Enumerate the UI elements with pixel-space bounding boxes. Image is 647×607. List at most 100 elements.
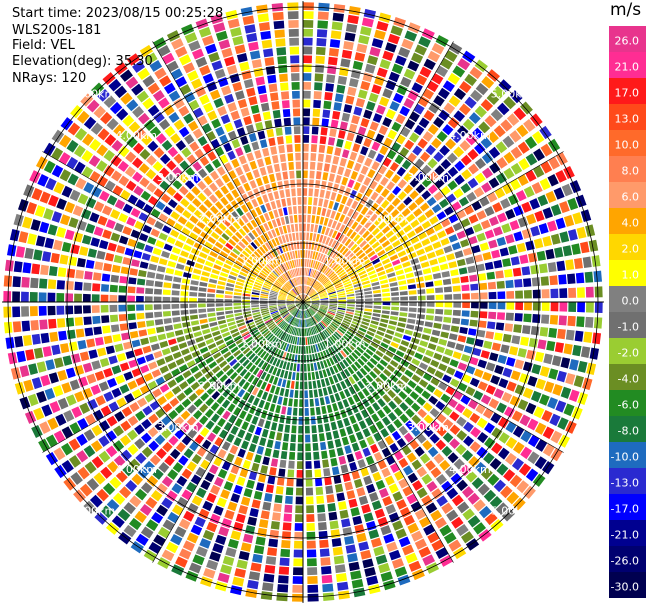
velocity-gate [346,252,354,260]
velocity-gate [442,432,454,443]
velocity-gate [161,497,173,509]
velocity-gate [114,199,126,210]
velocity-gate [534,422,547,435]
velocity-gate [254,426,262,436]
velocity-gate [366,575,379,586]
velocity-gate [357,126,367,136]
velocity-gate [299,328,302,337]
velocity-gate [105,345,115,355]
velocity-gate [289,270,294,278]
velocity-gate [103,367,113,378]
velocity-gate [511,335,521,345]
velocity-gate [363,137,372,148]
velocity-gate [282,286,290,292]
velocity-gate [316,324,322,332]
velocity-gate [379,59,391,70]
velocity-gate [86,338,96,348]
velocity-gate [217,280,226,286]
velocity-gate [192,198,202,208]
velocity-gate [207,110,218,121]
velocity-gate [343,317,352,323]
velocity-gate [330,421,338,431]
velocity-gate [366,129,376,140]
velocity-gate [226,433,235,443]
velocity-gate [550,302,559,312]
velocity-gate [308,277,312,286]
velocity-gate [253,251,261,259]
velocity-gate [213,97,224,108]
velocity-gate [571,243,581,255]
velocity-gate [30,277,39,289]
velocity-gate [317,323,324,331]
velocity-gate [333,202,340,211]
velocity-gate [192,161,203,172]
velocity-gate [210,326,219,332]
velocity-gate [195,56,208,68]
velocity-gate [284,388,290,397]
velocity-gate [363,8,377,19]
velocity-gate [493,388,505,399]
velocity-gate [398,478,409,489]
velocity-gate [33,249,43,261]
velocity-gate [31,377,43,390]
velocity-gate [182,370,192,379]
velocity-gate [275,432,283,441]
velocity-gate [526,213,537,225]
velocity-gate [167,338,177,346]
velocity-gate [461,486,474,498]
velocity-gate [232,221,241,230]
velocity-gate [371,316,380,322]
velocity-gate [228,238,237,247]
velocity-gate [336,382,343,392]
velocity-gate [143,372,154,382]
velocity-gate [270,290,279,294]
velocity-gate [198,26,212,38]
velocity-gate [314,469,322,478]
velocity-gate [369,323,378,329]
velocity-gate [307,214,311,223]
velocity-gate [256,369,264,378]
velocity-gate [339,428,347,438]
velocity-gate [457,501,470,514]
velocity-gate [233,295,242,299]
velocity-gate [100,405,112,417]
velocity-gate [347,396,355,406]
velocity-gate [45,177,57,191]
velocity-gate [303,294,306,302]
velocity-gate [318,322,325,330]
velocity-gate [307,593,319,602]
velocity-gate [505,208,516,220]
velocity-gate [217,468,228,479]
velocity-gate [217,417,226,428]
velocity-gate [316,379,322,389]
velocity-gate [118,212,129,223]
velocity-gate [400,302,408,306]
velocity-gate [371,141,381,151]
velocity-gate [334,411,341,421]
velocity-gate [446,152,458,164]
velocity-gate [303,37,313,46]
velocity-gate [275,267,282,275]
velocity-gate [449,359,459,368]
velocity-gate [234,417,243,428]
velocity-gate [141,134,153,146]
velocity-gate [203,187,213,197]
velocity-gate [319,135,327,145]
velocity-gate [208,464,219,475]
velocity-gate [328,293,337,297]
velocity-gate [189,215,199,224]
velocity-gate [398,317,407,323]
velocity-gate [136,295,144,302]
velocity-gate [373,305,382,309]
velocity-gate [454,370,464,380]
velocity-gate [103,149,115,162]
velocity-gate [240,204,249,213]
velocity-gate [431,42,445,55]
velocity-gate [363,512,374,523]
velocity-gate [486,69,501,82]
velocity-gate [290,335,294,344]
velocity-gate [53,357,64,369]
velocity-gate [175,357,185,366]
velocity-gate [263,222,270,232]
velocity-gate [326,145,334,155]
